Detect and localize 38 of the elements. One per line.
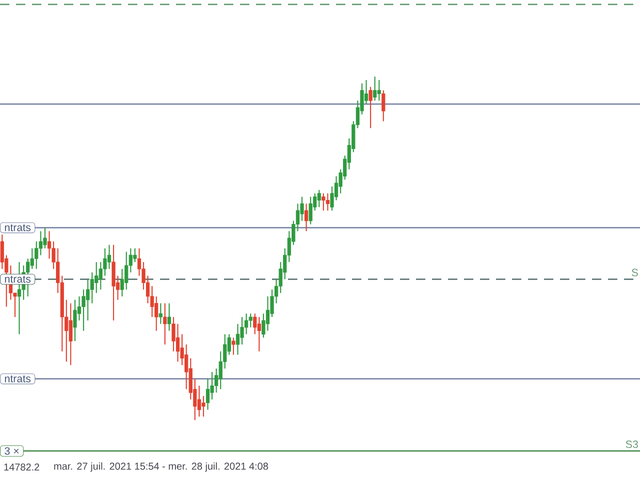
candlestick [232, 337, 236, 356]
candlestick [266, 296, 270, 332]
candlestick [322, 192, 326, 212]
candlestick [38, 230, 43, 256]
text: mar. 27 juil. 2021 15:54 - mer. 28 juil. 2021 4:08 [54, 462, 268, 472]
candlestick [382, 90, 386, 122]
candlestick [43, 227, 47, 249]
candlestick [308, 196, 312, 225]
candlestick [326, 192, 330, 212]
ref-line-label: ntrats [4, 276, 31, 283]
candlestick [373, 76, 377, 102]
candlestick [47, 230, 52, 260]
candlestick [368, 86, 372, 129]
candlestick [163, 302, 167, 346]
candlestick [176, 323, 180, 362]
candlestick [82, 289, 86, 332]
annotation: S [632, 268, 638, 276]
candlestick [197, 385, 202, 418]
candlestick [236, 323, 240, 356]
annotation: S3 [626, 440, 638, 448]
candlestick [257, 316, 261, 352]
candlestick [202, 395, 206, 418]
candlestick [167, 302, 172, 332]
candlestick [206, 378, 210, 410]
ref-line-label: ntrats [4, 375, 31, 382]
candlestick [304, 203, 308, 232]
candlestick [68, 302, 72, 366]
ref-line-label: ntrats [4, 224, 31, 232]
candlestick [133, 248, 137, 263]
text: 14782.2 [4, 464, 40, 471]
candlestick [317, 189, 321, 208]
candlestick [120, 268, 124, 297]
candlestick [377, 79, 381, 102]
ref-line-label: 3 × [4, 447, 19, 455]
candlestick [73, 299, 77, 342]
candlestick [107, 244, 112, 270]
candlestick [103, 248, 107, 276]
candlestick [158, 302, 162, 324]
